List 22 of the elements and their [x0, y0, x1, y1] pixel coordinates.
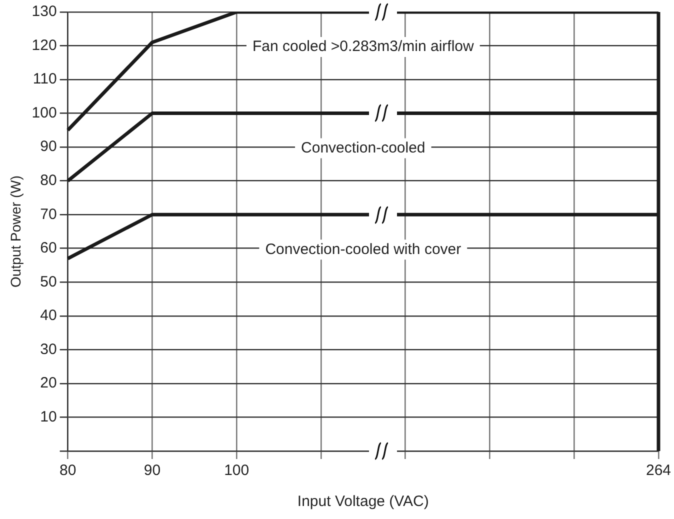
y-axis-title: Output Power (W) [7, 175, 24, 288]
y-tick-label: 130 [32, 3, 57, 20]
y-tick-label: 40 [40, 307, 57, 324]
y-tick-label: 30 [40, 340, 57, 358]
y-tick-label: 60 [40, 240, 57, 257]
x-axis-title: Input Voltage (VAC) [297, 493, 429, 510]
annotation: Convection-cooled with cover [265, 240, 462, 258]
y-tick-label: 110 [32, 70, 57, 88]
x-tick-label: 80 [59, 462, 76, 480]
y-tick-label: 120 [32, 36, 57, 54]
x-tick-label: 264 [646, 462, 671, 480]
y-tick-label: 50 [40, 273, 57, 290]
x-tick-label: 100 [224, 462, 250, 480]
y-tick-label: 100 [32, 104, 57, 122]
y-tick-label: 80 [40, 172, 57, 189]
annotation: Convection-cooled [301, 139, 426, 156]
annotation: Fan cooled >0.283m3/min airflow [252, 38, 474, 56]
y-tick-label: 90 [40, 138, 57, 156]
y-tick-label: 10 [40, 408, 57, 426]
x-tick-label: 90 [144, 462, 161, 480]
y-tick-label: 70 [40, 206, 57, 223]
y-tick-label: 20 [40, 374, 57, 392]
